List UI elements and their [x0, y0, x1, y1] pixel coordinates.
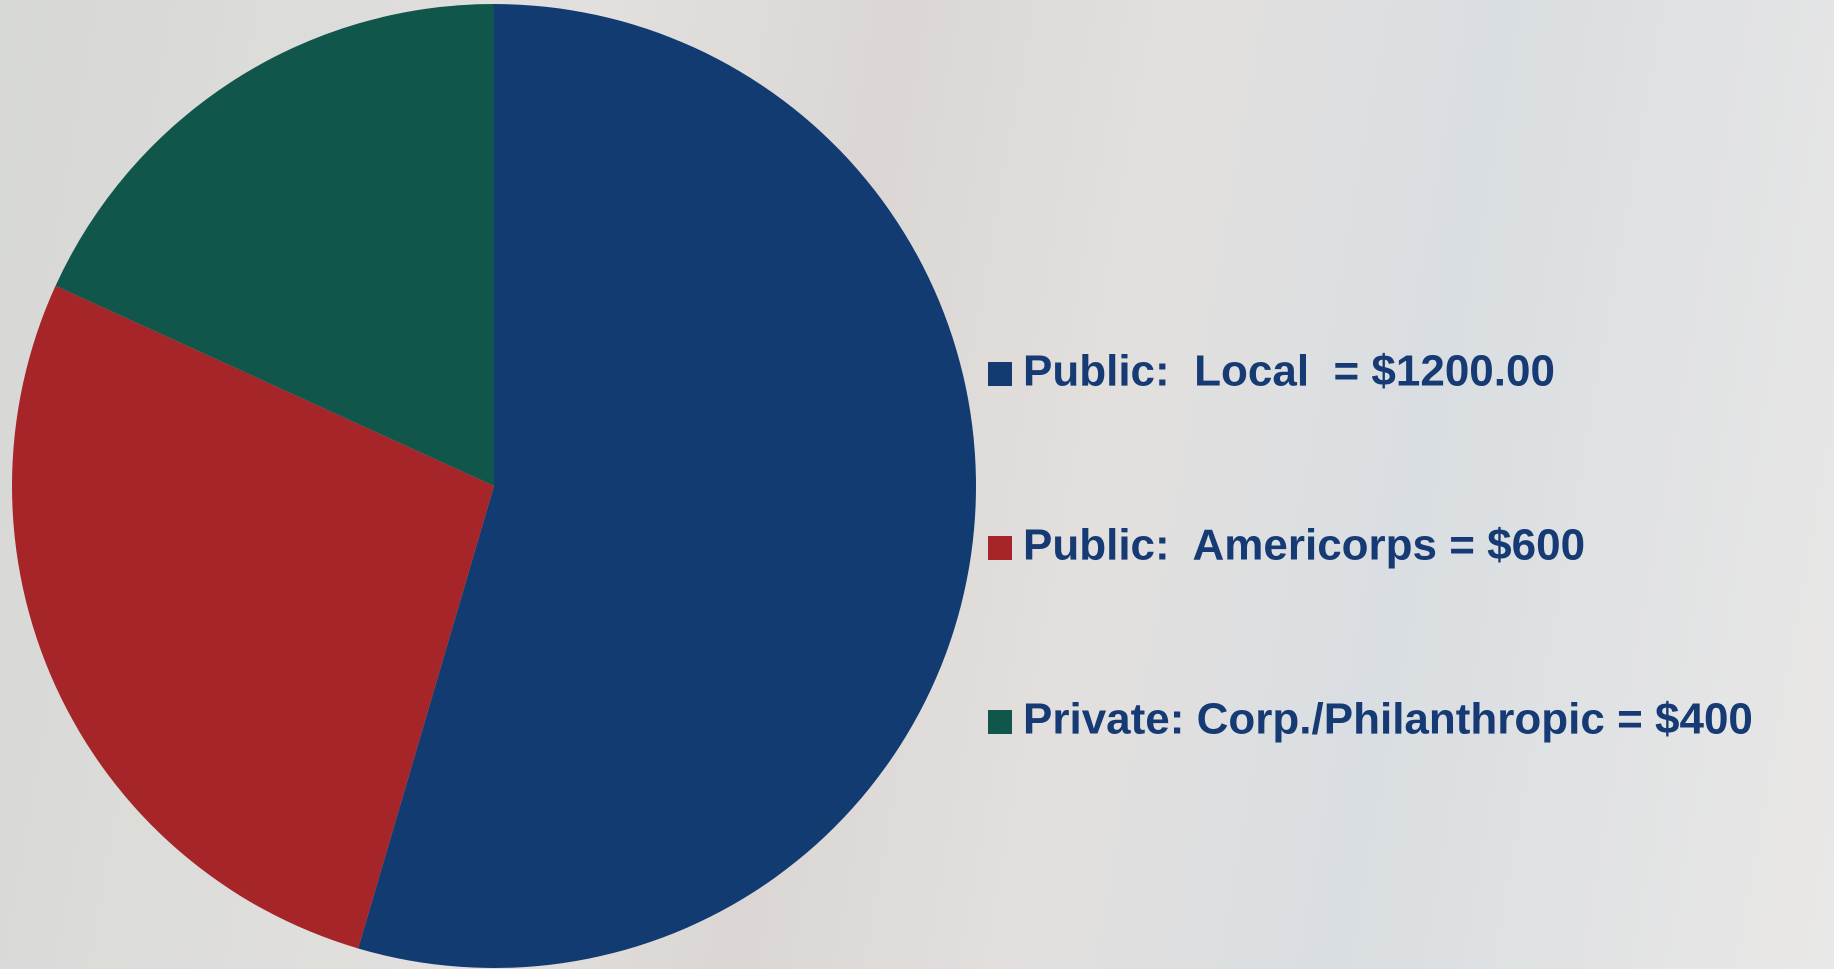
- legend-swatch: [988, 710, 1012, 734]
- legend-swatch: [988, 362, 1012, 386]
- legend-label: Private: Corp./Philanthropic = $400: [1023, 695, 1753, 744]
- pie-slice: [358, 4, 976, 968]
- legend-label: Public: Americorps = $600: [1023, 521, 1585, 570]
- legend: Public: Local = $1200.00 Public: Americor…: [988, 347, 1753, 744]
- pie-slice: [55, 4, 495, 486]
- legend-label: Public: Local = $1200.00: [1023, 347, 1555, 396]
- legend-swatch: [988, 536, 1012, 560]
- pie-slice: [11, 285, 495, 949]
- pie: [11, 4, 976, 968]
